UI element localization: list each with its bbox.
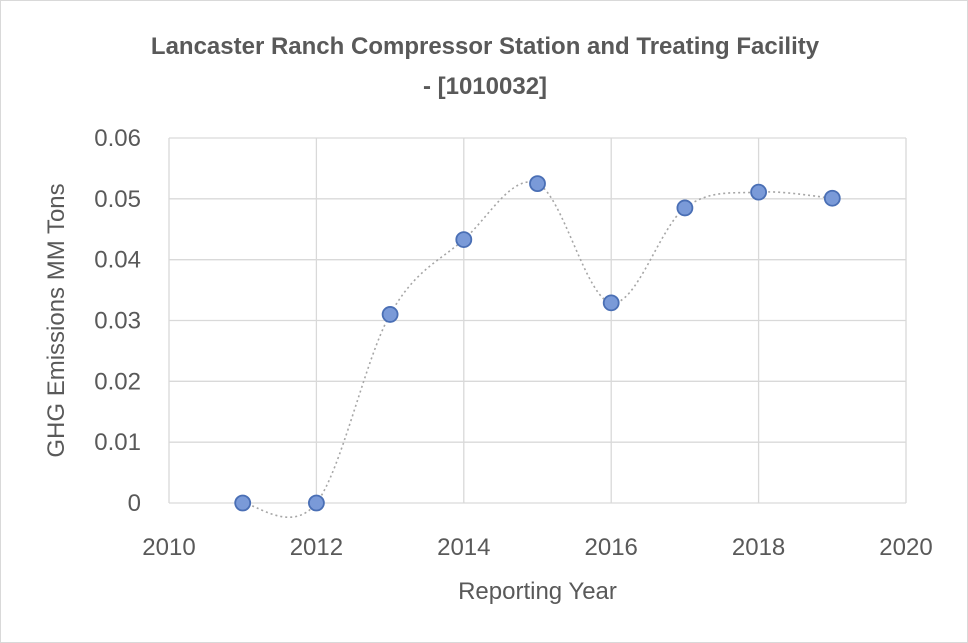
y-axis-label: GHG Emissions MM Tons — [43, 183, 70, 457]
x-tick-labels: 2010 2012 2014 2016 2018 2020 — [142, 534, 932, 561]
y-tick-label: 0.02 — [94, 368, 141, 395]
data-point — [307, 494, 325, 512]
x-tick-label: 2012 — [290, 534, 343, 561]
grid-lines — [168, 137, 907, 504]
chart-title-line1: Lancaster Ranch Compressor Station and T… — [150, 33, 820, 60]
y-tick-label: 0.04 — [94, 247, 141, 274]
data-point — [602, 294, 620, 312]
x-tick-label: 2014 — [437, 534, 490, 561]
data-point — [381, 306, 399, 323]
y-tick-label: 0.03 — [94, 308, 141, 335]
y-tick-labels: 0 0.01 0.02 0.03 0.04 0.05 0.06 — [94, 125, 141, 517]
data-points — [234, 175, 841, 512]
y-tick-label: 0.06 — [94, 125, 141, 152]
chart-title: Lancaster Ranch Compressor Station and T… — [61, 27, 909, 107]
data-point — [234, 494, 252, 512]
data-point — [823, 189, 841, 207]
x-tick-label: 2010 — [142, 534, 195, 561]
data-point — [676, 199, 694, 217]
data-point — [750, 183, 767, 201]
chart-title-line2: - [1010032] — [422, 73, 548, 100]
y-tick-label: 0.01 — [94, 429, 141, 456]
data-point — [529, 175, 546, 193]
smoothed-trend-line — [242, 181, 833, 518]
data-point — [455, 231, 473, 248]
y-tick-label: 0 — [128, 490, 141, 517]
y-tick-label: 0.05 — [94, 186, 141, 213]
x-axis-label: Reporting Year — [458, 578, 617, 605]
x-tick-label: 2020 — [879, 534, 932, 561]
x-tick-label: 2018 — [732, 534, 785, 561]
x-tick-label: 2016 — [585, 534, 638, 561]
